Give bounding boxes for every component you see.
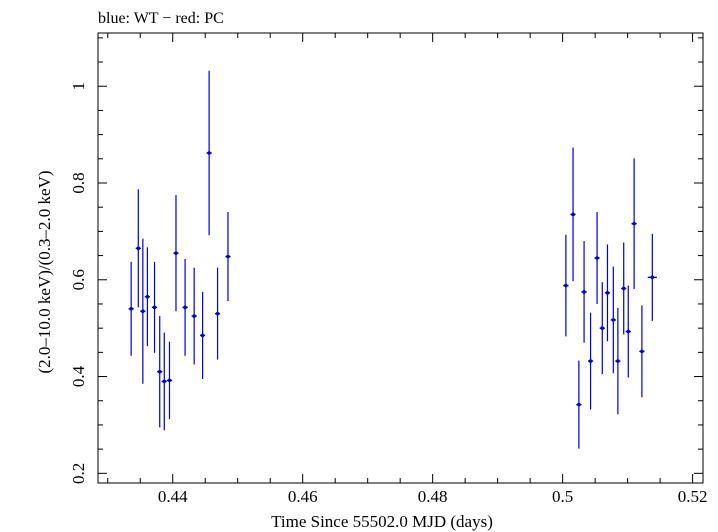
- data-point: [157, 316, 163, 428]
- point-marker: [616, 359, 620, 363]
- x-tick-label: 0.44: [158, 487, 188, 506]
- point-marker: [157, 369, 162, 374]
- point-marker: [564, 283, 568, 288]
- point-marker: [183, 305, 187, 310]
- y-tick-label: 1: [69, 82, 88, 91]
- data-point: [610, 266, 616, 374]
- point-marker: [626, 329, 631, 334]
- data-point: [576, 360, 582, 449]
- point-marker: [632, 221, 636, 226]
- point-marker: [129, 307, 133, 311]
- y-tick-labels: 0.2 0.4 0.6 0.8 1: [69, 82, 88, 484]
- data-point: [587, 312, 594, 410]
- point-marker: [200, 333, 205, 338]
- data-point: [206, 70, 212, 236]
- x-tick-label: 0.5: [552, 487, 573, 506]
- data-point: [631, 158, 637, 289]
- data-point: [570, 147, 576, 282]
- data-point: [182, 258, 188, 356]
- data-point: [604, 244, 611, 342]
- data-point: [225, 212, 231, 302]
- point-marker: [650, 275, 655, 280]
- point-marker: [600, 326, 605, 330]
- point-marker: [571, 212, 575, 217]
- y-tick-label: 0.4: [69, 365, 88, 387]
- point-marker: [595, 256, 599, 260]
- point-marker: [215, 311, 220, 316]
- data-point: [639, 305, 645, 398]
- point-marker: [141, 309, 145, 314]
- x-tick-label: 0.48: [418, 487, 448, 506]
- x-axis-label: Time Since 55502.0 MJD (days): [271, 512, 493, 531]
- point-marker: [621, 286, 626, 291]
- data-point: [161, 332, 167, 431]
- data-point: [563, 234, 569, 337]
- data-point: [599, 282, 605, 375]
- data-point: [144, 247, 150, 347]
- data-point: [173, 195, 179, 312]
- y-tick-label: 0.8: [69, 172, 88, 193]
- point-marker: [136, 246, 141, 251]
- point-marker: [611, 318, 616, 322]
- data-point: [214, 267, 221, 360]
- data-point: [128, 261, 134, 356]
- point-marker: [640, 349, 644, 354]
- point-marker: [588, 359, 593, 363]
- y-axis-label: (2.0–10.0 keV)/(0.3–2.0 keV): [35, 170, 54, 373]
- point-marker: [145, 294, 150, 299]
- point-marker: [582, 290, 586, 294]
- data-point: [621, 242, 627, 335]
- data-point: [581, 241, 587, 343]
- x-tick-label: 0.52: [678, 487, 708, 506]
- point-marker: [162, 379, 167, 384]
- y-tick-label: 0.6: [69, 269, 88, 290]
- data-point: [625, 285, 631, 378]
- x-tick-labels: 0.44 0.46 0.48 0.5 0.52: [158, 487, 708, 506]
- y-tick-label: 0.2: [69, 463, 88, 484]
- data-point: [166, 341, 173, 420]
- point-marker: [577, 402, 581, 407]
- point-marker: [174, 251, 178, 255]
- data-point: [191, 267, 197, 365]
- point-marker: [152, 305, 157, 310]
- data-points: [128, 70, 657, 449]
- plot-frame: [97, 32, 704, 484]
- point-marker: [226, 254, 230, 259]
- point-marker: [207, 151, 211, 155]
- data-point: [140, 238, 146, 384]
- x-tick-label: 0.46: [288, 487, 318, 506]
- axis-ticks: [98, 33, 703, 483]
- data-point: [594, 212, 600, 304]
- data-point: [647, 233, 657, 321]
- point-marker: [167, 378, 172, 383]
- data-point: [615, 307, 621, 415]
- point-marker: [605, 291, 610, 295]
- chart-title: blue: WT − red: PC: [98, 10, 224, 27]
- data-point: [200, 291, 206, 379]
- point-marker: [192, 314, 196, 318]
- data-point: [151, 261, 158, 353]
- data-point: [135, 189, 141, 308]
